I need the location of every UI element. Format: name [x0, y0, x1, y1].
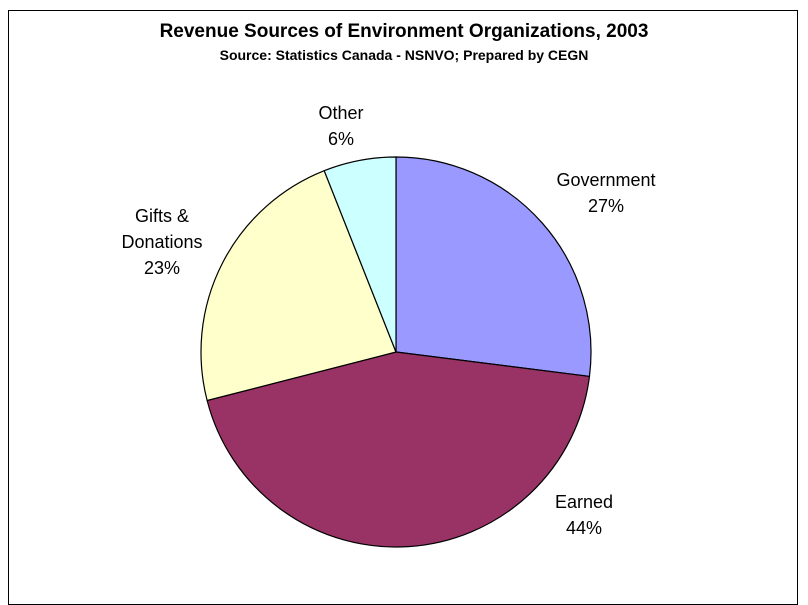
slice-label-gifts-donations: Gifts & Donations 23%	[121, 206, 202, 278]
chart-title: Revenue Sources of Environment Organizat…	[159, 21, 649, 42]
pie-slice-gifts-donations	[200, 169, 397, 402]
pie-slice-earned	[206, 351, 591, 548]
pie-slice-other	[323, 156, 397, 353]
slice-label-other: Other 6%	[318, 103, 363, 149]
chart-subtitle: Source: Statistics Canada - NSNVO; Prepa…	[219, 47, 589, 63]
slice-label-government: Government 27%	[556, 170, 655, 216]
slice-label-earned: Earned 44%	[555, 492, 613, 538]
pie-slice-government	[395, 156, 592, 378]
